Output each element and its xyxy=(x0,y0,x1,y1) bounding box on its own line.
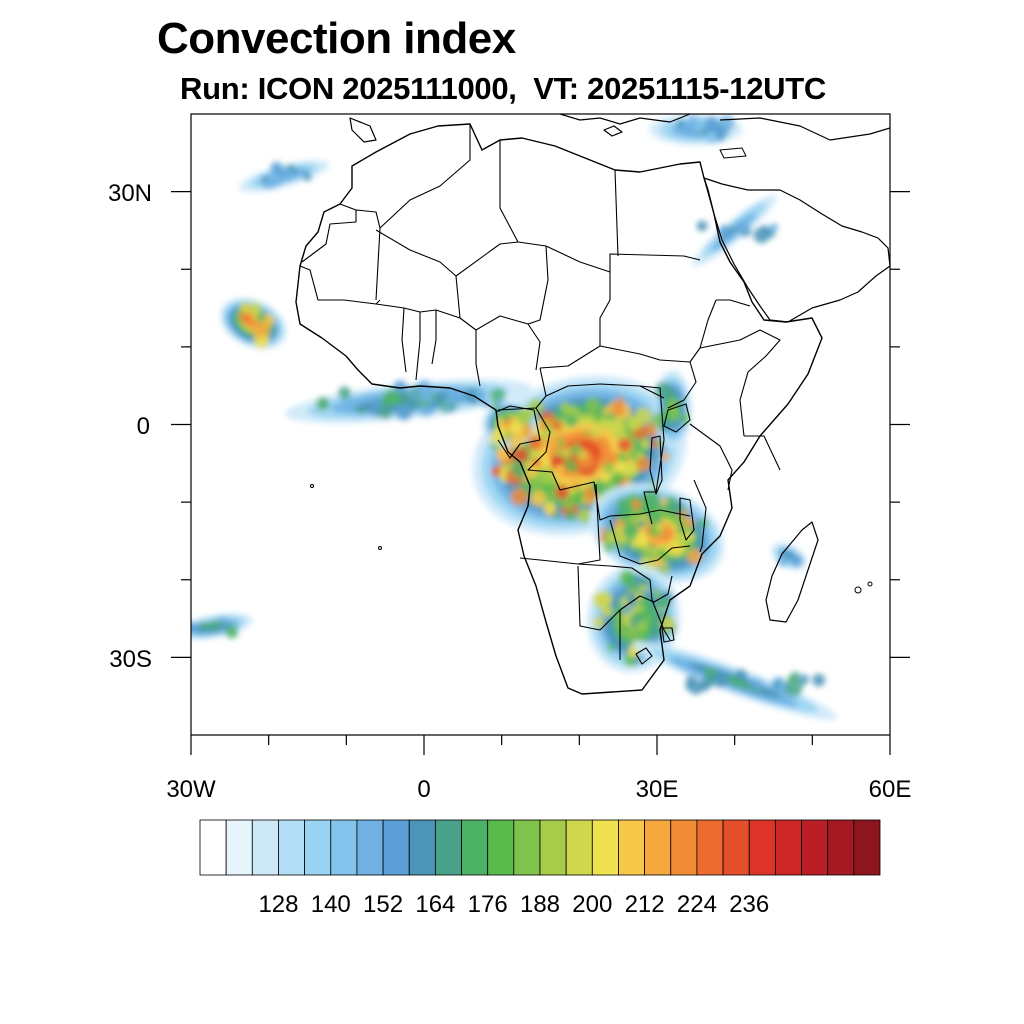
field-atlantic-cape-verde xyxy=(219,297,287,350)
colorbar-label: 212 xyxy=(625,891,665,918)
madagascar xyxy=(765,521,819,623)
field-gulf-of-guinea-band xyxy=(284,379,533,424)
lon-label-30e: 30E xyxy=(636,776,679,803)
lat-label-30n: 30N xyxy=(108,180,152,207)
field-southern-africa xyxy=(586,564,681,673)
colorbar-label: 224 xyxy=(677,891,717,918)
field-red-sea-arabia xyxy=(692,194,779,267)
coastlines-and-borders xyxy=(295,114,890,695)
lon-label-0: 0 xyxy=(417,776,430,803)
colorbar-swatch xyxy=(774,819,802,876)
colorbar-swatch xyxy=(853,819,881,876)
lon-label-30w: 30W xyxy=(166,776,216,803)
convection-field xyxy=(191,114,837,720)
chart-subtitle: Run: ICON 2025111000, VT: 20251115-12UTC xyxy=(180,71,826,106)
africa-coastline xyxy=(295,123,823,695)
colorbar-swatch xyxy=(670,819,698,876)
colorbar-label: 236 xyxy=(729,891,769,918)
colorbar-swatch xyxy=(434,819,462,876)
field-north-atlantic xyxy=(239,160,330,193)
colorbar-labels: 128 140 152 164 176 188 200 212 224 236 xyxy=(258,891,769,918)
lon-label-60e: 60E xyxy=(869,776,912,803)
colorbar-swatch xyxy=(304,819,332,876)
field-indian-ocean-band xyxy=(632,641,837,720)
chart-title: Convection index xyxy=(157,14,516,63)
colorbar-swatch xyxy=(199,819,227,876)
colorbar-swatch xyxy=(225,819,253,876)
colorbar-swatch xyxy=(827,819,855,876)
colorbar-swatch xyxy=(722,819,750,876)
colorbar xyxy=(199,819,881,876)
lat-label-30s: 30S xyxy=(109,646,152,673)
colorbar-label: 152 xyxy=(363,891,403,918)
colorbar-label: 164 xyxy=(415,891,455,918)
colorbar-swatch xyxy=(801,819,829,876)
colorbar-swatch xyxy=(382,819,410,876)
lon-labels: 30W 0 30E 60E xyxy=(166,776,911,803)
axis-ticks xyxy=(171,191,910,755)
field-mediterranean xyxy=(649,114,743,146)
colorbar-swatch xyxy=(696,819,724,876)
colorbar-label: 188 xyxy=(520,891,560,918)
lat-label-0: 0 xyxy=(137,413,150,440)
colorbar-swatch xyxy=(618,819,646,876)
colorbar-swatch xyxy=(748,819,776,876)
colorbar-swatch xyxy=(251,819,279,876)
colorbar-swatch xyxy=(565,819,593,876)
colorbar-label: 128 xyxy=(258,891,298,918)
field-south-atlantic xyxy=(191,613,253,640)
colorbar-swatch xyxy=(487,819,515,876)
arabia-coastline xyxy=(703,177,890,323)
colorbar-label: 176 xyxy=(468,891,508,918)
national-borders xyxy=(299,124,781,665)
colorbar-swatch xyxy=(330,819,358,876)
colorbar-swatch xyxy=(539,819,567,876)
lat-labels: 30N 0 30S xyxy=(108,180,152,673)
field-madagascar-channel xyxy=(771,542,807,571)
colorbar-swatch xyxy=(408,819,436,876)
field-gabon-cameroon xyxy=(482,401,537,449)
colorbar-swatch xyxy=(644,819,672,876)
colorbar-label: 140 xyxy=(311,891,351,918)
colorbar-swatch xyxy=(278,819,306,876)
colorbar-label: 200 xyxy=(572,891,612,918)
colorbar-swatch xyxy=(356,819,384,876)
colorbar-swatch xyxy=(513,819,541,876)
colorbar-swatch xyxy=(591,819,619,876)
colorbar-swatch xyxy=(461,819,489,876)
